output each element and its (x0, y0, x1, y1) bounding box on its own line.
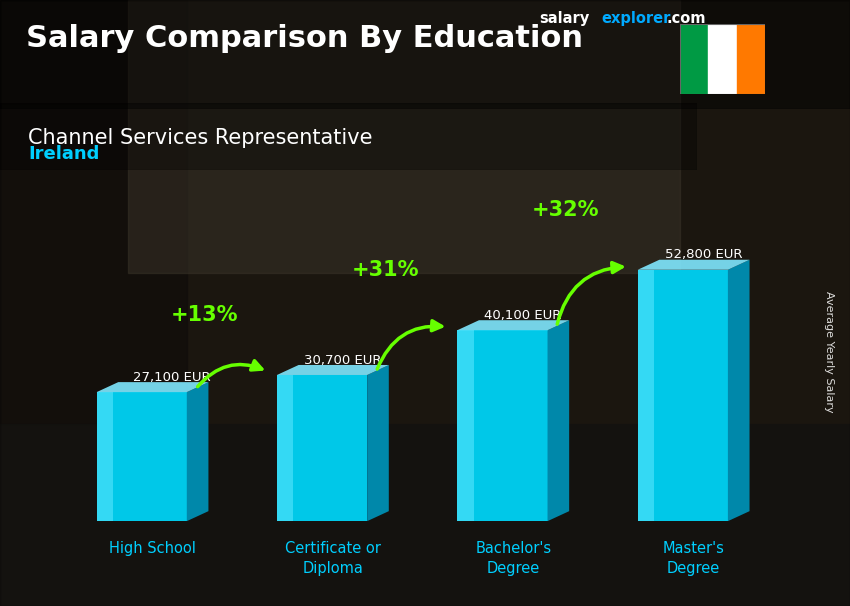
Text: High School: High School (109, 541, 196, 556)
Text: Salary Comparison By Education: Salary Comparison By Education (26, 24, 582, 53)
Text: 52,800 EUR: 52,800 EUR (665, 248, 742, 261)
Bar (457, 330, 547, 521)
Bar (680, 24, 708, 94)
Text: Bachelor's
Degree: Bachelor's Degree (475, 541, 552, 576)
Polygon shape (97, 382, 208, 392)
Text: Ireland: Ireland (28, 145, 99, 163)
Bar (457, 330, 473, 521)
Text: +32%: +32% (532, 200, 599, 220)
Bar (128, 0, 680, 273)
Bar (0, 0, 187, 424)
Text: .com: .com (666, 11, 705, 26)
Text: explorer: explorer (601, 11, 671, 26)
Bar (277, 375, 367, 521)
Text: 27,100 EUR: 27,100 EUR (133, 371, 210, 384)
Polygon shape (547, 320, 570, 521)
Bar (277, 375, 293, 521)
Bar (97, 392, 113, 521)
Bar (97, 392, 187, 521)
Polygon shape (728, 260, 750, 521)
Text: +31%: +31% (351, 260, 419, 280)
Polygon shape (277, 365, 388, 375)
Text: +13%: +13% (171, 305, 239, 325)
Text: Channel Services Representative: Channel Services Representative (28, 128, 372, 148)
Bar (638, 270, 654, 521)
Polygon shape (638, 260, 750, 270)
Polygon shape (367, 365, 388, 521)
Bar (737, 24, 765, 94)
Bar (708, 24, 737, 94)
Polygon shape (457, 320, 570, 330)
Text: 30,700 EUR: 30,700 EUR (304, 354, 382, 367)
Text: 40,100 EUR: 40,100 EUR (484, 309, 562, 322)
Text: Certificate or
Diploma: Certificate or Diploma (285, 541, 381, 576)
Text: Average Yearly Salary: Average Yearly Salary (824, 291, 834, 412)
Polygon shape (187, 382, 208, 521)
Bar (0, 424, 850, 606)
Bar (638, 270, 728, 521)
Text: Master's
Degree: Master's Degree (663, 541, 724, 576)
Text: salary: salary (540, 11, 590, 26)
